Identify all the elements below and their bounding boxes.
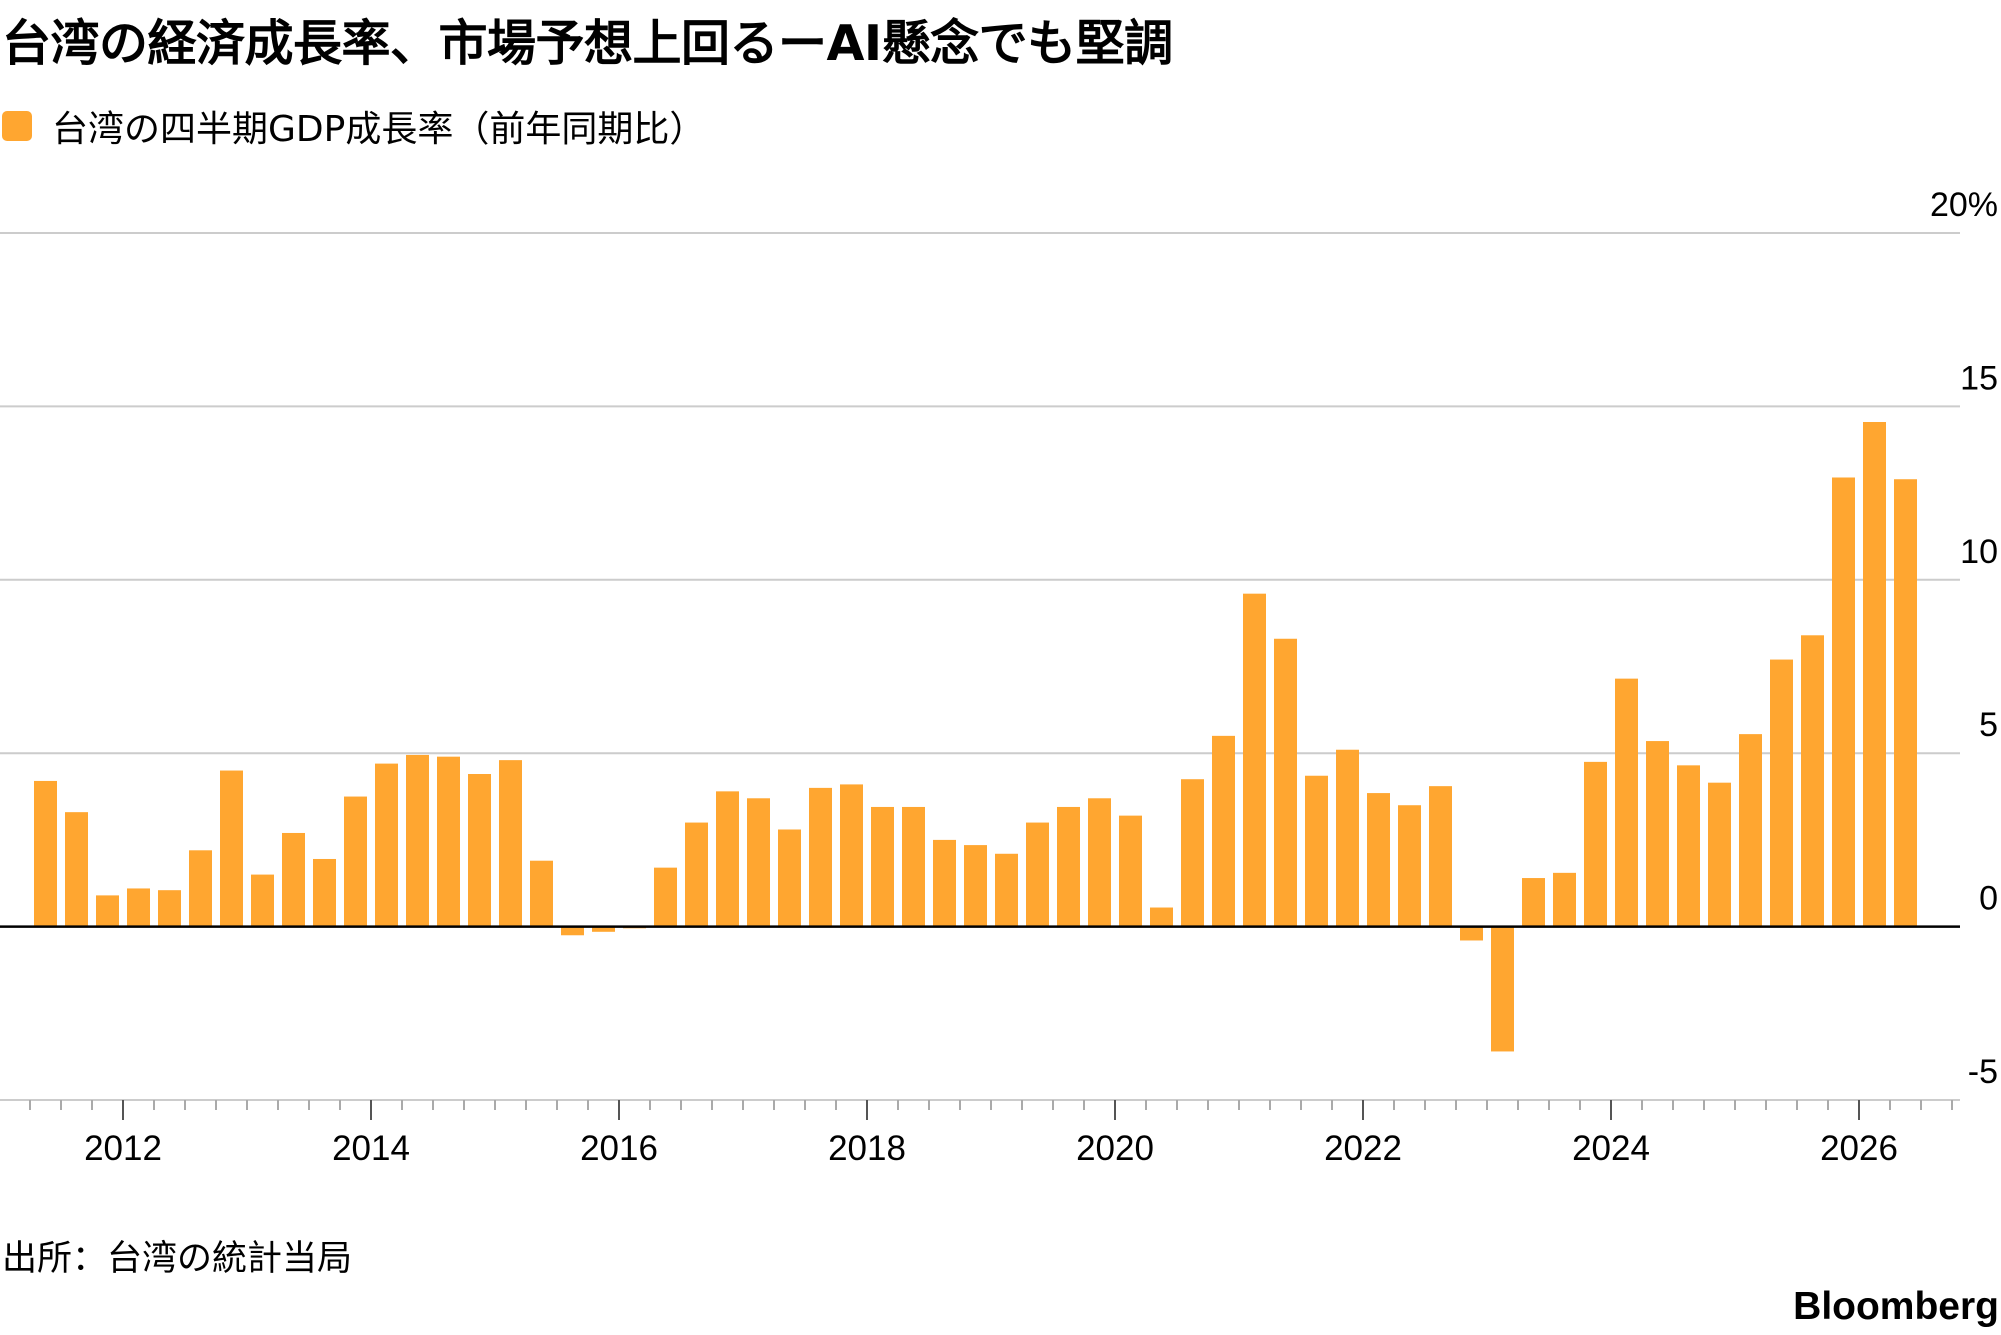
bar xyxy=(1429,786,1452,927)
legend-swatch xyxy=(2,111,32,141)
bar xyxy=(189,850,212,927)
legend: 台湾の四半期GDP成長率（前年同期比） xyxy=(2,100,705,152)
bar xyxy=(1367,793,1390,927)
bar xyxy=(1460,926,1483,941)
bar xyxy=(1212,735,1235,927)
bar xyxy=(282,832,305,927)
bar xyxy=(530,860,553,927)
bar xyxy=(902,806,925,927)
bar xyxy=(96,895,119,927)
bar xyxy=(654,867,677,927)
bar xyxy=(344,796,367,927)
bar xyxy=(1243,593,1266,927)
x-tick-label: 2020 xyxy=(1076,1129,1154,1168)
bar xyxy=(1615,678,1638,927)
bar xyxy=(1398,805,1421,927)
bar xyxy=(1088,798,1111,927)
y-tick-label: -5 xyxy=(1968,1053,1998,1091)
bar xyxy=(499,760,522,927)
bar xyxy=(1553,872,1576,927)
bar xyxy=(220,770,243,927)
x-tick-label: 2026 xyxy=(1820,1129,1898,1168)
x-tick-label: 2014 xyxy=(332,1129,410,1168)
bar xyxy=(1739,734,1762,927)
bar xyxy=(1026,822,1049,927)
bar xyxy=(1863,422,1886,927)
x-axis: 2012 2014 2016 2018 2020 2022 2024 2026 xyxy=(0,925,1960,1168)
bar xyxy=(995,853,1018,927)
y-tick-label: 10 xyxy=(1960,533,1998,571)
bar xyxy=(1274,638,1297,927)
bar xyxy=(1491,926,1514,1052)
bar xyxy=(716,791,739,927)
bar xyxy=(561,926,584,936)
bar xyxy=(406,754,429,927)
x-tick-label: 2016 xyxy=(580,1129,658,1168)
source-note: 出所：台湾の統計当局 xyxy=(2,1239,353,1279)
x-tick-label: 2022 xyxy=(1324,1129,1402,1168)
bar xyxy=(1770,659,1793,927)
bars xyxy=(34,422,1917,1052)
bar xyxy=(1150,907,1173,927)
bar xyxy=(871,806,894,927)
bar xyxy=(1584,761,1607,927)
bar xyxy=(1708,782,1731,927)
bar xyxy=(127,888,150,927)
bar xyxy=(34,780,57,927)
bar xyxy=(964,845,987,927)
y-axis-labels: 20% 15 10 5 0 -5 xyxy=(1930,186,1998,1091)
bar xyxy=(1336,749,1359,927)
bar xyxy=(747,798,770,927)
bar xyxy=(1677,765,1700,927)
bar xyxy=(1305,775,1328,927)
y-tick-label: 0 xyxy=(1979,880,1998,918)
bar xyxy=(65,812,88,927)
bar xyxy=(840,784,863,927)
y-tick-label: 20% xyxy=(1930,186,1998,224)
bar xyxy=(778,829,801,927)
y-tick-label: 15 xyxy=(1960,359,1998,397)
bar xyxy=(468,774,491,927)
bar xyxy=(1181,779,1204,927)
bar xyxy=(1894,479,1917,927)
bar xyxy=(313,858,336,927)
bar xyxy=(1057,806,1080,927)
bar xyxy=(251,874,274,927)
bar xyxy=(809,787,832,927)
x-tick-label: 2024 xyxy=(1572,1129,1650,1168)
x-tick-label: 2018 xyxy=(828,1129,906,1168)
bar xyxy=(592,926,615,932)
bar xyxy=(1801,635,1824,927)
gridlines xyxy=(0,232,1960,1101)
bar xyxy=(1522,878,1545,927)
bar xyxy=(158,890,181,927)
bar xyxy=(1119,815,1142,927)
y-tick-label: 5 xyxy=(1979,706,1998,744)
bar xyxy=(933,839,956,927)
legend-label: 台湾の四半期GDP成長率（前年同期比） xyxy=(52,109,706,150)
bar xyxy=(375,763,398,927)
bar xyxy=(1832,477,1855,927)
chart-title: 台湾の経済成長率、市場予想上回るーAI懸念でも堅調 xyxy=(2,15,1173,72)
bar xyxy=(437,756,460,927)
bar xyxy=(1646,741,1669,927)
x-tick-label: 2012 xyxy=(84,1129,162,1168)
bar xyxy=(685,822,708,927)
bloomberg-logo: Bloomberg xyxy=(1793,1285,1999,1328)
